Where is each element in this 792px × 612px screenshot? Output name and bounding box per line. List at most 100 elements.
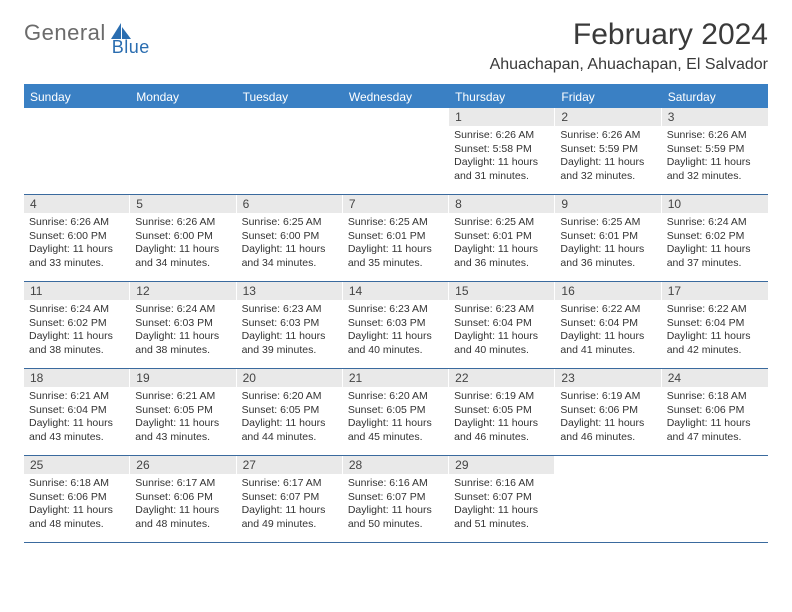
empty-cell [237, 108, 343, 194]
empty-cell [555, 456, 661, 542]
day-line: Sunrise: 6:25 AM [454, 216, 550, 230]
day-line: Daylight: 11 hours [667, 330, 763, 344]
day-line: Sunset: 6:04 PM [29, 404, 125, 418]
day-number: 29 [449, 456, 555, 474]
day-line: and 43 minutes. [135, 431, 231, 445]
day-number: 28 [343, 456, 449, 474]
empty-cell [24, 108, 130, 194]
day-cell: 12Sunrise: 6:24 AMSunset: 6:03 PMDayligh… [130, 282, 236, 368]
day-line: Daylight: 11 hours [135, 330, 231, 344]
day-line: Sunrise: 6:22 AM [667, 303, 763, 317]
day-cell: 3Sunrise: 6:26 AMSunset: 5:59 PMDaylight… [662, 108, 768, 194]
day-line: and 51 minutes. [454, 518, 550, 532]
day-body: Sunrise: 6:21 AMSunset: 6:05 PMDaylight:… [130, 387, 236, 449]
day-number: 13 [237, 282, 343, 300]
day-body: Sunrise: 6:19 AMSunset: 6:05 PMDaylight:… [449, 387, 555, 449]
day-number: 4 [24, 195, 130, 213]
week-row: 18Sunrise: 6:21 AMSunset: 6:04 PMDayligh… [24, 369, 768, 456]
day-cell: 15 Sunrise: 6:23 AMSunset: 6:04 PMDayligh… [449, 282, 555, 368]
day-line: Sunset: 6:00 PM [242, 230, 338, 244]
day-line: and 45 minutes. [348, 431, 444, 445]
day-line: Sunset: 6:04 PM [560, 317, 656, 331]
day-line: Daylight: 11 hours [560, 330, 656, 344]
day-number: 12 [130, 282, 236, 300]
day-cell: 16Sunrise: 6:22 AMSunset: 6:04 PMDayligh… [555, 282, 661, 368]
day-number: 19 [130, 369, 236, 387]
day-number: 9 [555, 195, 661, 213]
day-body: Sunrise: 6:24 AMSunset: 6:03 PMDaylight:… [130, 300, 236, 362]
weeks-container: 1Sunrise: 6:26 AMSunset: 5:58 PMDaylight… [24, 108, 768, 543]
day-cell: 5Sunrise: 6:26 AMSunset: 6:00 PMDaylight… [130, 195, 236, 281]
day-cell: 23 Sunrise: 6:19 AMSunset: 6:06 PMDayligh… [555, 369, 661, 455]
day-number: 22 [449, 369, 555, 387]
day-line: Sunrise: 6:20 AM [348, 390, 444, 404]
day-cell: 27Sunrise: 6:17 AMSunset: 6:07 PMDayligh… [237, 456, 343, 542]
day-line: Sunrise: 6:23 AM [348, 303, 444, 317]
day-cell: 1Sunrise: 6:26 AMSunset: 5:58 PMDaylight… [449, 108, 555, 194]
day-line: and 43 minutes. [29, 431, 125, 445]
day-line: Daylight: 11 hours [29, 504, 125, 518]
day-line: Daylight: 11 hours [242, 417, 338, 431]
day-line: Sunrise: 6:23 AM [242, 303, 338, 317]
day-line: and 36 minutes. [560, 257, 656, 271]
week-row: 11Sunrise: 6:24 AMSunset: 6:02 PMDayligh… [24, 282, 768, 369]
day-header-cell: Thursday [449, 86, 555, 108]
day-body: Sunrise: 6:26 AMSunset: 5:58 PMDaylight:… [449, 126, 555, 188]
empty-cell [343, 108, 449, 194]
day-line: Sunset: 5:58 PM [454, 143, 550, 157]
day-cell: 10Sunrise: 6:24 AMSunset: 6:02 PMDayligh… [662, 195, 768, 281]
day-number: 2 [555, 108, 661, 126]
day-line: Daylight: 11 hours [667, 156, 763, 170]
day-cell: 7Sunrise: 6:25 AMSunset: 6:01 PMDaylight… [343, 195, 449, 281]
day-line: Sunrise: 6:26 AM [560, 129, 656, 143]
day-line: and 40 minutes. [454, 344, 550, 358]
day-line: Sunrise: 6:24 AM [29, 303, 125, 317]
day-line: Daylight: 11 hours [560, 417, 656, 431]
day-line: Sunrise: 6:26 AM [135, 216, 231, 230]
day-body: Sunrise: 6:20 AMSunset: 6:05 PMDaylight:… [343, 387, 449, 449]
day-body: Sunrise: 6:21 AMSunset: 6:04 PMDaylight:… [24, 387, 130, 449]
day-number: 15 [449, 282, 555, 300]
day-line: Daylight: 11 hours [454, 330, 550, 344]
day-line: Sunset: 6:05 PM [242, 404, 338, 418]
day-line: Sunset: 6:00 PM [29, 230, 125, 244]
day-line: Sunrise: 6:23 AM [454, 303, 550, 317]
day-cell: 28Sunrise: 6:16 AMSunset: 6:07 PMDayligh… [343, 456, 449, 542]
week-row: 25Sunrise: 6:18 AMSunset: 6:06 PMDayligh… [24, 456, 768, 543]
day-line: Daylight: 11 hours [242, 504, 338, 518]
day-line: Sunset: 6:04 PM [454, 317, 550, 331]
day-body: Sunrise: 6:18 AMSunset: 6:06 PMDaylight:… [24, 474, 130, 536]
day-line: and 32 minutes. [667, 170, 763, 184]
day-cell: 21Sunrise: 6:20 AMSunset: 6:05 PMDayligh… [343, 369, 449, 455]
day-header-row: SundayMondayTuesdayWednesdayThursdayFrid… [24, 86, 768, 108]
day-line: Sunset: 6:01 PM [560, 230, 656, 244]
day-header-cell: Wednesday [343, 86, 449, 108]
day-line: Daylight: 11 hours [454, 504, 550, 518]
day-line: Sunset: 6:06 PM [560, 404, 656, 418]
day-body: Sunrise: 6:18 AMSunset: 6:06 PMDaylight:… [662, 387, 768, 449]
day-cell: 17Sunrise: 6:22 AMSunset: 6:04 PMDayligh… [662, 282, 768, 368]
header: General Blue February 2024 Ahuachapan, A… [24, 18, 768, 74]
day-number: 26 [130, 456, 236, 474]
day-line: Daylight: 11 hours [348, 330, 444, 344]
day-number: 16 [555, 282, 661, 300]
day-line: Sunrise: 6:18 AM [29, 477, 125, 491]
day-body: Sunrise: 6:26 AMSunset: 5:59 PMDaylight:… [662, 126, 768, 188]
day-line: Sunset: 6:05 PM [348, 404, 444, 418]
day-cell: 4Sunrise: 6:26 AMSunset: 6:00 PMDaylight… [24, 195, 130, 281]
location-text: Ahuachapan, Ahuachapan, El Salvador [490, 56, 768, 74]
day-line: Daylight: 11 hours [29, 243, 125, 257]
logo: General Blue [24, 20, 172, 46]
day-body: Sunrise: 6:20 AMSunset: 6:05 PMDaylight:… [237, 387, 343, 449]
day-line: Sunrise: 6:17 AM [135, 477, 231, 491]
day-line: Sunrise: 6:21 AM [29, 390, 125, 404]
day-cell: 18Sunrise: 6:21 AMSunset: 6:04 PMDayligh… [24, 369, 130, 455]
day-number: 23 [555, 369, 661, 387]
day-line: Daylight: 11 hours [242, 243, 338, 257]
day-line: Sunset: 6:02 PM [667, 230, 763, 244]
day-number: 25 [24, 456, 130, 474]
day-line: Sunrise: 6:19 AM [560, 390, 656, 404]
day-line: Sunset: 6:03 PM [348, 317, 444, 331]
day-line: and 36 minutes. [454, 257, 550, 271]
logo-text-general: General [24, 20, 106, 46]
